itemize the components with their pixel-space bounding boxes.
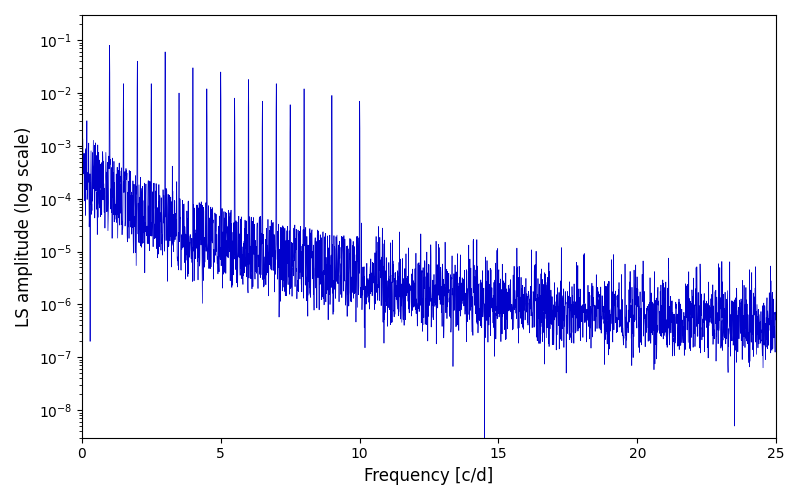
X-axis label: Frequency [c/d]: Frequency [c/d] — [364, 467, 494, 485]
Y-axis label: LS amplitude (log scale): LS amplitude (log scale) — [15, 126, 33, 326]
